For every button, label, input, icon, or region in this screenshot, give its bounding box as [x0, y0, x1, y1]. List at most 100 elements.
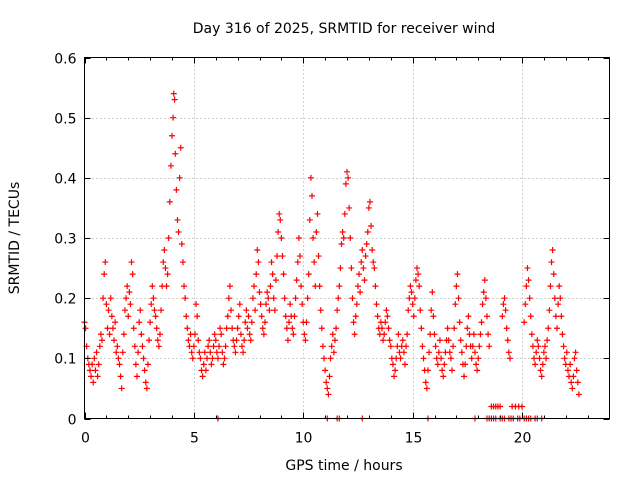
data-point	[445, 337, 452, 344]
data-point	[541, 343, 548, 350]
data-point	[468, 355, 475, 362]
data-point	[132, 361, 139, 368]
data-point	[244, 325, 251, 332]
data-point	[323, 379, 330, 386]
data-point	[257, 301, 264, 308]
data-point	[314, 210, 321, 217]
data-point	[225, 295, 232, 302]
data-point	[338, 241, 345, 248]
x-tick-label: 20	[514, 431, 532, 447]
data-point	[497, 403, 504, 410]
data-point	[208, 361, 215, 368]
data-point	[293, 277, 300, 284]
data-point	[359, 247, 366, 254]
data-point	[441, 361, 448, 368]
data-point	[141, 367, 148, 374]
data-point	[124, 283, 131, 290]
data-point	[251, 283, 258, 290]
data-point	[528, 331, 535, 338]
data-point	[322, 367, 329, 374]
data-point	[134, 373, 140, 380]
data-point	[361, 277, 368, 284]
data-point	[336, 283, 343, 290]
data-point	[290, 331, 297, 338]
data-point	[125, 313, 132, 320]
data-point	[570, 373, 577, 380]
data-point	[418, 325, 425, 332]
data-point	[342, 180, 349, 187]
data-point	[139, 343, 146, 350]
data-point	[216, 343, 223, 350]
data-point	[330, 349, 337, 356]
data-point	[538, 373, 545, 380]
data-point	[506, 355, 513, 362]
data-point	[561, 355, 568, 362]
data-point	[484, 313, 490, 320]
data-point	[219, 349, 226, 356]
data-point	[486, 343, 493, 350]
data-point	[279, 253, 286, 260]
data-point	[455, 295, 462, 302]
data-point	[256, 289, 263, 296]
data-point	[271, 307, 278, 314]
data-point	[142, 379, 149, 386]
data-point	[252, 307, 259, 314]
data-point	[477, 331, 484, 338]
y-tick-label: 0	[68, 413, 77, 429]
data-point	[269, 271, 276, 278]
data-point	[146, 337, 153, 344]
data-point	[385, 325, 392, 332]
data-point	[523, 283, 530, 290]
data-point	[165, 235, 172, 241]
data-point	[430, 313, 437, 320]
data-point	[522, 301, 529, 308]
data-point	[82, 325, 89, 332]
data-point	[106, 331, 113, 338]
data-point	[264, 289, 271, 296]
data-point	[384, 313, 391, 320]
data-point	[348, 265, 355, 272]
data-point	[172, 150, 179, 157]
data-point	[531, 355, 538, 362]
data-point	[276, 210, 283, 217]
data-point	[551, 295, 558, 302]
data-point	[182, 295, 189, 302]
data-point	[96, 343, 103, 350]
data-point	[555, 301, 562, 308]
data-point	[480, 289, 487, 296]
grid-lines	[84, 57, 610, 419]
data-point	[454, 271, 461, 278]
data-point	[527, 313, 534, 320]
data-point	[340, 235, 347, 241]
data-point	[368, 222, 375, 229]
data-point	[387, 343, 394, 350]
y-tick-label: 0.6	[54, 52, 76, 68]
data-point	[446, 349, 453, 356]
data-point	[571, 355, 578, 362]
data-point	[572, 349, 579, 356]
data-point	[102, 259, 109, 266]
data-point	[395, 331, 402, 338]
data-point	[379, 325, 385, 332]
data-point	[374, 313, 381, 320]
data-point	[114, 343, 121, 350]
data-point	[284, 337, 291, 344]
x-tick-label: 5	[190, 431, 199, 447]
data-point	[475, 355, 482, 362]
data-point	[426, 349, 433, 356]
data-point	[334, 307, 341, 314]
data-point	[197, 355, 204, 362]
data-point	[205, 343, 212, 350]
data-point	[95, 361, 102, 368]
data-point	[408, 289, 415, 296]
data-point	[136, 319, 143, 326]
data-point	[268, 259, 275, 266]
data-point	[113, 349, 120, 356]
data-point	[281, 295, 288, 302]
data-point	[311, 259, 318, 266]
data-point	[296, 253, 303, 260]
data-point	[380, 337, 387, 344]
data-point	[575, 391, 582, 398]
x-tick-label: 15	[405, 431, 423, 447]
